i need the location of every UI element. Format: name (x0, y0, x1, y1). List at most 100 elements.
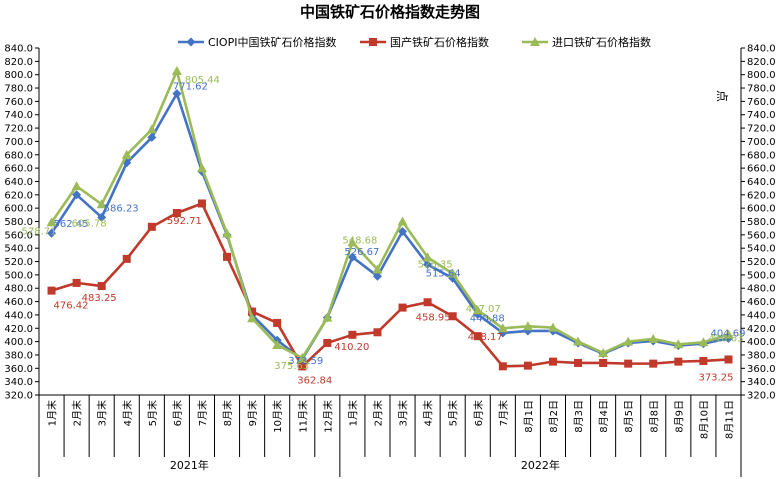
left-tick-label: 600.0 (4, 204, 33, 215)
category-label: 5月末 (447, 400, 460, 426)
data-point (397, 216, 408, 226)
data-point (197, 199, 206, 208)
category-label: 8月8日 (648, 400, 660, 433)
category-label: 8月9日 (673, 400, 685, 433)
year-label: 2021年 (170, 458, 209, 472)
data-point (347, 237, 358, 247)
data-label: 373.59 (288, 356, 323, 367)
right-tick-label: 460.0 (747, 297, 776, 308)
series-line (50, 69, 729, 360)
data-point (172, 89, 182, 99)
data-point (323, 338, 332, 347)
category-label: 4月末 (121, 400, 134, 426)
data-label: 410.20 (334, 342, 369, 353)
category-label: 10月末 (271, 400, 284, 433)
data-label: 404.69 (710, 328, 745, 339)
data-label: 458.95 (416, 312, 451, 323)
legend-marker (186, 37, 196, 47)
category-label: 8月1日 (523, 400, 535, 433)
data-label: 526.67 (344, 247, 379, 258)
category-label: 8月5日 (623, 400, 635, 433)
data-point (348, 330, 357, 339)
right-tick-label: 820.0 (747, 57, 776, 68)
data-point (97, 212, 107, 222)
data-point (674, 357, 683, 366)
category-label: 8月末 (221, 400, 234, 426)
data-point (47, 286, 56, 295)
legend-marker (530, 37, 540, 46)
right-tick-label: 600.0 (747, 204, 776, 215)
right-tick-label: 520.0 (747, 257, 776, 268)
left-tick-label: 340.0 (4, 377, 33, 388)
data-labels: 562.45 586.23 771.62 373.59 526.67 515.64 440.… (22, 75, 746, 386)
data-point (347, 252, 357, 262)
data-label: 375.63 (274, 361, 309, 372)
category-label: 4月末 (422, 400, 435, 426)
left-tick-label: 360.0 (4, 364, 33, 375)
data-point (272, 339, 283, 349)
category-label: 7月末 (497, 400, 510, 426)
right-tick-label: 500.0 (747, 270, 776, 281)
data-point (398, 303, 407, 312)
right-tick-label: 780.0 (747, 84, 776, 95)
data-point (423, 259, 433, 269)
right-tick-label: 740.0 (747, 110, 776, 121)
category-label: 8月4日 (598, 400, 610, 433)
left-tick-label: 540.0 (4, 244, 33, 255)
left-tick-label: 580.0 (4, 217, 33, 228)
category-label: 2月末 (71, 400, 84, 426)
left-tick-label: 420.0 (4, 324, 33, 335)
series-layer (46, 66, 734, 371)
data-point (624, 359, 633, 368)
right-tick-label: 660.0 (747, 164, 776, 175)
data-point (96, 199, 107, 209)
data-point (699, 356, 708, 365)
data-point (724, 355, 733, 364)
data-point (46, 217, 57, 227)
right-tick-label: 840.0 (747, 44, 776, 55)
series-line (51, 202, 729, 368)
data-point (196, 163, 207, 173)
data-point (121, 149, 132, 159)
data-point (472, 305, 483, 315)
left-tick-label: 660.0 (4, 164, 33, 175)
left-tick-label: 480.0 (4, 284, 33, 295)
legend-marker (369, 38, 377, 46)
category-label: 3月末 (397, 400, 410, 426)
left-tick-label: 640.0 (4, 177, 33, 188)
legend: CIOPI中国铁矿石价格指数 国产铁矿石价格指数 进口铁矿石价格指数 (178, 35, 651, 49)
data-point (574, 358, 583, 367)
data-label: 440.88 (470, 313, 505, 324)
data-point (247, 313, 258, 323)
data-label: 562.45 (54, 219, 89, 230)
left-tick-label: 820.0 (4, 57, 33, 68)
data-point (172, 209, 181, 218)
category-label: 7月末 (196, 400, 209, 426)
data-point (522, 321, 533, 331)
data-label: 476.42 (54, 301, 89, 312)
data-point (248, 307, 257, 316)
data-label: 408.17 (468, 332, 503, 343)
legend-entry: 国产铁矿石价格指数 (390, 35, 489, 49)
right-tick-label: 480.0 (747, 284, 776, 295)
data-point (423, 298, 432, 307)
right-tick-label: 680.0 (747, 150, 776, 161)
category-label: 8月2日 (548, 400, 560, 433)
category-label: 3月末 (96, 400, 109, 426)
data-label: 578.71 (22, 226, 57, 237)
data-label: 483.25 (82, 293, 117, 304)
data-point (372, 271, 382, 281)
data-point (297, 352, 308, 362)
right-tick-label: 380.0 (747, 350, 776, 361)
data-point (698, 337, 709, 347)
data-label: 605.78 (72, 218, 107, 229)
data-point (122, 254, 131, 263)
right-tick-label: 720.0 (747, 124, 776, 135)
year-label: 2022年 (521, 458, 560, 472)
category-label: 8月3日 (573, 400, 585, 433)
left-tick-label: 560.0 (4, 230, 33, 241)
data-point (673, 339, 684, 349)
data-label: 592.71 (167, 216, 202, 227)
